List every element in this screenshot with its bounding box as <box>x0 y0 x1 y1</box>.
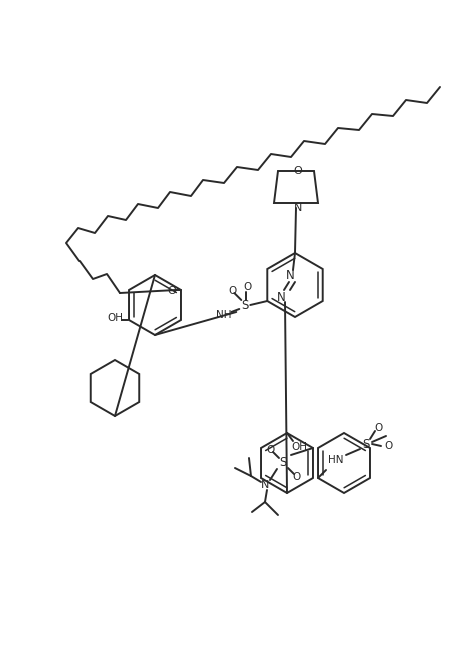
Text: O: O <box>228 286 237 296</box>
Text: N: N <box>294 203 302 213</box>
Text: S: S <box>362 437 370 450</box>
Text: O: O <box>167 286 176 296</box>
Text: O: O <box>374 423 382 433</box>
Text: O: O <box>384 441 392 451</box>
Text: O: O <box>267 445 275 455</box>
Text: HN: HN <box>328 455 344 465</box>
Polygon shape <box>261 433 313 493</box>
Polygon shape <box>274 171 318 203</box>
Text: O: O <box>293 472 301 482</box>
Text: NH: NH <box>216 310 231 320</box>
Polygon shape <box>267 253 323 317</box>
Text: S: S <box>279 457 286 470</box>
Text: O: O <box>243 282 251 292</box>
Text: S: S <box>242 298 249 311</box>
Polygon shape <box>318 433 370 493</box>
Text: O: O <box>294 166 302 176</box>
Text: N: N <box>261 480 269 490</box>
Polygon shape <box>91 360 139 416</box>
Text: N: N <box>286 269 295 282</box>
Text: OH: OH <box>107 313 123 323</box>
Text: N: N <box>277 291 286 304</box>
Polygon shape <box>129 275 181 335</box>
Text: OH: OH <box>291 442 307 452</box>
